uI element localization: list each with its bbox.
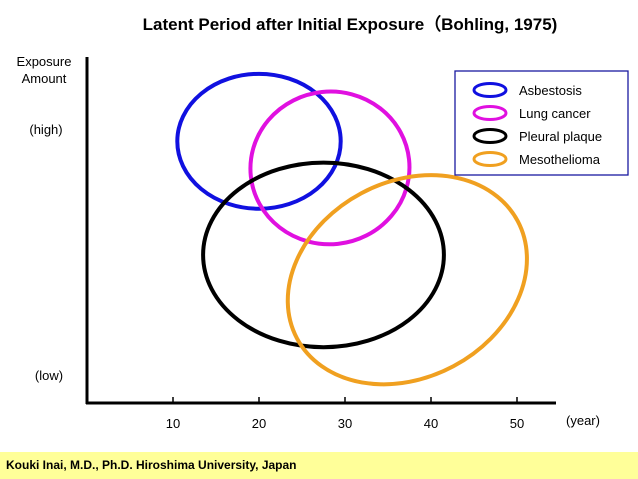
legend: Asbestosis Lung cancer Pleural plaque Mesot…	[472, 82, 602, 167]
x-tick-group: 10 20 30 40 50	[166, 397, 524, 431]
legend-box	[454, 70, 629, 176]
ellipse-asbestosis	[175, 71, 343, 211]
y-axis-label-line1: Exposure	[17, 54, 72, 69]
x-tick-label-20: 20	[252, 416, 266, 431]
chart-title: Latent Period after Initial Exposure（Boh…	[143, 14, 558, 34]
y-label-high: (high)	[29, 122, 62, 137]
series-ellipses	[175, 71, 529, 387]
x-tick-label-10: 10	[166, 416, 180, 431]
legend-label-mesothelioma: Mesothelioma	[519, 152, 601, 167]
x-tick-label-40: 40	[424, 416, 438, 431]
x-tick-label-50: 50	[510, 416, 524, 431]
y-axis-label-line2: Amount	[22, 71, 67, 86]
legend-label-lung-cancer: Lung cancer	[519, 106, 591, 121]
x-axis-unit-label: (year)	[566, 413, 600, 428]
ellipse-chart: Latent Period after Initial Exposure（Boh…	[17, 14, 629, 431]
legend-symbol-lung-cancer	[472, 105, 508, 121]
legend-symbol-mesothelioma	[472, 151, 508, 167]
legend-label-asbestosis: Asbestosis	[519, 83, 582, 98]
legend-label-pleural-plaque: Pleural plaque	[519, 129, 602, 144]
y-label-low: (low)	[35, 368, 63, 383]
footer-credit: Kouki Inai, M.D., Ph.D. Hiroshima Univer…	[0, 452, 638, 479]
ellipse-lung-cancer	[248, 89, 412, 247]
ellipse-pleural-plaque	[201, 160, 446, 350]
ellipse-mesothelioma	[285, 173, 529, 387]
x-tick-label-30: 30	[338, 416, 352, 431]
legend-symbol-pleural-plaque	[472, 128, 508, 144]
legend-symbol-asbestosis	[472, 82, 508, 98]
